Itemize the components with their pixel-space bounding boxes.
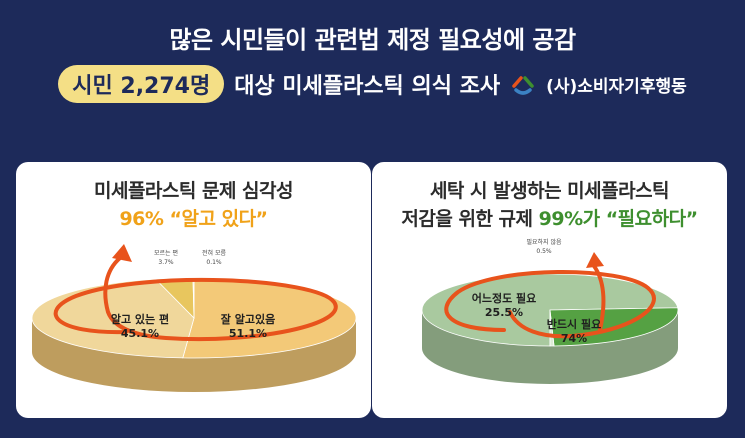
survey-count-pill: 시민 2,274명	[58, 65, 225, 103]
regulation-subtitle-plain: 저감을 위한 규제	[401, 208, 539, 230]
headline: 많은 시민들이 관련법 제정 필요성에 공감	[169, 26, 576, 54]
awareness-arrow-head-icon	[112, 244, 132, 262]
regulation-subtitle-accent: 99%가 “필요하다”	[538, 208, 698, 230]
regulation-arrow-stem	[592, 264, 606, 332]
awareness-pie-side	[32, 318, 356, 392]
awareness-label-2: 모르는 편 3.7%	[154, 249, 178, 266]
regulation-highlight-loop	[444, 269, 656, 339]
awareness-label-3: 전혀 모름 0.1%	[202, 249, 226, 266]
regulation-pie-chart: 반드시 필요 74% 어느정도 필요 25.5% 필요하지 않음 0.5%	[421, 238, 679, 384]
awareness-subtitle: 96% “알고 있다”	[119, 208, 268, 230]
survey-line: 시민 2,274명 대상 미세플라스틱 의식 조사 (사)소비자기후행동	[0, 64, 745, 104]
org-name: (사)소비자기후행동	[546, 76, 687, 97]
org-logo-icon	[512, 76, 534, 95]
awareness-label-1: 알고 있는 편 45.1%	[111, 312, 169, 340]
regulation-label-1: 어느정도 필요 25.5%	[472, 291, 537, 319]
regulation-label-2: 필요하지 않음 0.5%	[526, 238, 562, 255]
regulation-card: 세탁 시 발생하는 미세플라스틱 저감을 위한 규제 99%가 “필요하다” 반…	[372, 162, 727, 418]
awareness-pie-chart: 잘 알고있음 51.1% 알고 있는 편 45.1% 모르는 편 3.7% 전혀 모름 0.1…	[31, 244, 357, 392]
regulation-title: 세탁 시 발생하는 미세플라스틱	[429, 180, 670, 202]
regulation-subtitle: 저감을 위한 규제 99%가 “필요하다”	[372, 204, 727, 231]
awareness-card: 미세플라스틱 문제 심각성 96% “알고 있다” 잘 알고있음 51.1% 알고 …	[16, 162, 371, 418]
survey-description: 대상 미세플라스틱 의식 조사	[234, 74, 501, 99]
regulation-arrow-head-icon	[586, 252, 604, 268]
regulation-pie-side	[422, 310, 678, 384]
regulation-label-0: 반드시 필요 74%	[547, 317, 601, 345]
awareness-highlight-loop	[53, 256, 338, 342]
awareness-label-0: 잘 알고있음 51.1%	[221, 312, 275, 340]
awareness-title: 미세플라스틱 문제 심각성	[93, 180, 294, 202]
